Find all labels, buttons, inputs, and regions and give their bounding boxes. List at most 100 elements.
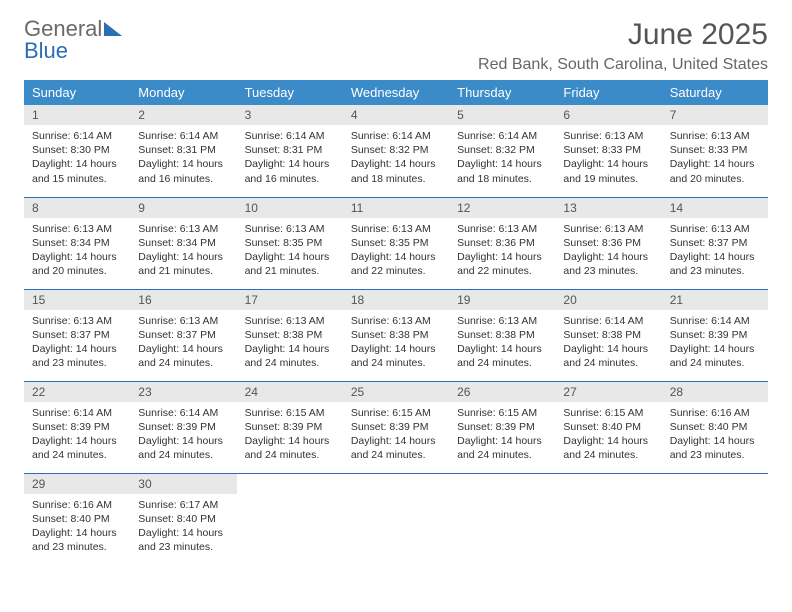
calendar-week-row: 1Sunrise: 6:14 AMSunset: 8:30 PMDaylight… — [24, 105, 768, 197]
day-body: Sunrise: 6:14 AMSunset: 8:32 PMDaylight:… — [343, 125, 449, 192]
sunrise-line: Sunrise: 6:15 AM — [457, 406, 547, 420]
sunset-line: Sunset: 8:39 PM — [670, 328, 760, 342]
sunset-line: Sunset: 8:35 PM — [245, 236, 335, 250]
day-body: Sunrise: 6:13 AMSunset: 8:37 PMDaylight:… — [24, 310, 130, 377]
calendar-day-cell — [449, 473, 555, 565]
sunset-line: Sunset: 8:38 PM — [563, 328, 653, 342]
sunrise-line: Sunrise: 6:14 AM — [138, 129, 228, 143]
sunrise-line: Sunrise: 6:16 AM — [670, 406, 760, 420]
calendar-day-cell — [662, 473, 768, 565]
day-body: Sunrise: 6:14 AMSunset: 8:31 PMDaylight:… — [237, 125, 343, 192]
day-number: 9 — [130, 198, 236, 218]
sunrise-line: Sunrise: 6:13 AM — [138, 314, 228, 328]
calendar-day-cell: 23Sunrise: 6:14 AMSunset: 8:39 PMDayligh… — [130, 381, 236, 473]
day-body: Sunrise: 6:15 AMSunset: 8:39 PMDaylight:… — [237, 402, 343, 469]
calendar-day-cell: 5Sunrise: 6:14 AMSunset: 8:32 PMDaylight… — [449, 105, 555, 197]
calendar-week-row: 15Sunrise: 6:13 AMSunset: 8:37 PMDayligh… — [24, 289, 768, 381]
calendar-day-cell: 19Sunrise: 6:13 AMSunset: 8:38 PMDayligh… — [449, 289, 555, 381]
day-number: 6 — [555, 105, 661, 125]
day-number: 20 — [555, 290, 661, 310]
title-block: June 2025 Red Bank, South Carolina, Unit… — [478, 18, 768, 74]
calendar-day-cell: 17Sunrise: 6:13 AMSunset: 8:38 PMDayligh… — [237, 289, 343, 381]
weekday-header: Sunday — [24, 80, 130, 105]
day-body: Sunrise: 6:14 AMSunset: 8:32 PMDaylight:… — [449, 125, 555, 192]
sunset-line: Sunset: 8:33 PM — [563, 143, 653, 157]
calendar-day-cell: 24Sunrise: 6:15 AMSunset: 8:39 PMDayligh… — [237, 381, 343, 473]
calendar-week-row: 29Sunrise: 6:16 AMSunset: 8:40 PMDayligh… — [24, 473, 768, 565]
sunrise-line: Sunrise: 6:13 AM — [670, 129, 760, 143]
daylight-line: Daylight: 14 hours and 23 minutes. — [32, 342, 122, 370]
day-body: Sunrise: 6:14 AMSunset: 8:31 PMDaylight:… — [130, 125, 236, 192]
brand-word-2: Blue — [24, 40, 122, 62]
daylight-line: Daylight: 14 hours and 23 minutes. — [32, 526, 122, 554]
sunset-line: Sunset: 8:35 PM — [351, 236, 441, 250]
sunset-line: Sunset: 8:34 PM — [138, 236, 228, 250]
day-body: Sunrise: 6:16 AMSunset: 8:40 PMDaylight:… — [662, 402, 768, 469]
daylight-line: Daylight: 14 hours and 20 minutes. — [32, 250, 122, 278]
sunrise-line: Sunrise: 6:13 AM — [351, 222, 441, 236]
day-number: 10 — [237, 198, 343, 218]
brand-word-1: General — [24, 18, 102, 40]
calendar-day-cell: 30Sunrise: 6:17 AMSunset: 8:40 PMDayligh… — [130, 473, 236, 565]
daylight-line: Daylight: 14 hours and 24 minutes. — [457, 434, 547, 462]
sunrise-line: Sunrise: 6:13 AM — [563, 129, 653, 143]
calendar-day-cell: 18Sunrise: 6:13 AMSunset: 8:38 PMDayligh… — [343, 289, 449, 381]
daylight-line: Daylight: 14 hours and 24 minutes. — [351, 342, 441, 370]
day-body: Sunrise: 6:13 AMSunset: 8:33 PMDaylight:… — [662, 125, 768, 192]
calendar-day-cell: 8Sunrise: 6:13 AMSunset: 8:34 PMDaylight… — [24, 197, 130, 289]
daylight-line: Daylight: 14 hours and 15 minutes. — [32, 157, 122, 185]
day-body: Sunrise: 6:13 AMSunset: 8:34 PMDaylight:… — [24, 218, 130, 285]
calendar-day-cell — [555, 473, 661, 565]
calendar-day-cell: 27Sunrise: 6:15 AMSunset: 8:40 PMDayligh… — [555, 381, 661, 473]
sunrise-line: Sunrise: 6:14 AM — [563, 314, 653, 328]
month-title: June 2025 — [478, 18, 768, 52]
day-body: Sunrise: 6:13 AMSunset: 8:34 PMDaylight:… — [130, 218, 236, 285]
day-body: Sunrise: 6:13 AMSunset: 8:38 PMDaylight:… — [343, 310, 449, 377]
calendar-day-cell: 22Sunrise: 6:14 AMSunset: 8:39 PMDayligh… — [24, 381, 130, 473]
sunset-line: Sunset: 8:40 PM — [670, 420, 760, 434]
sunrise-line: Sunrise: 6:15 AM — [245, 406, 335, 420]
daylight-line: Daylight: 14 hours and 24 minutes. — [138, 434, 228, 462]
day-body: Sunrise: 6:15 AMSunset: 8:39 PMDaylight:… — [343, 402, 449, 469]
sunset-line: Sunset: 8:37 PM — [138, 328, 228, 342]
sunset-line: Sunset: 8:38 PM — [245, 328, 335, 342]
sunset-line: Sunset: 8:40 PM — [32, 512, 122, 526]
sunrise-line: Sunrise: 6:13 AM — [138, 222, 228, 236]
day-number: 24 — [237, 382, 343, 402]
day-number: 17 — [237, 290, 343, 310]
sunrise-line: Sunrise: 6:13 AM — [351, 314, 441, 328]
daylight-line: Daylight: 14 hours and 21 minutes. — [138, 250, 228, 278]
calendar-day-cell: 20Sunrise: 6:14 AMSunset: 8:38 PMDayligh… — [555, 289, 661, 381]
sunrise-line: Sunrise: 6:13 AM — [457, 222, 547, 236]
location: Red Bank, South Carolina, United States — [478, 56, 768, 74]
day-number: 30 — [130, 474, 236, 494]
daylight-line: Daylight: 14 hours and 16 minutes. — [245, 157, 335, 185]
daylight-line: Daylight: 14 hours and 23 minutes. — [670, 434, 760, 462]
calendar-day-cell: 25Sunrise: 6:15 AMSunset: 8:39 PMDayligh… — [343, 381, 449, 473]
day-number: 2 — [130, 105, 236, 125]
day-body: Sunrise: 6:15 AMSunset: 8:40 PMDaylight:… — [555, 402, 661, 469]
calendar-day-cell — [237, 473, 343, 565]
sunset-line: Sunset: 8:39 PM — [32, 420, 122, 434]
day-number: 15 — [24, 290, 130, 310]
weekday-header: Tuesday — [237, 80, 343, 105]
day-body: Sunrise: 6:15 AMSunset: 8:39 PMDaylight:… — [449, 402, 555, 469]
weekday-header: Monday — [130, 80, 236, 105]
sunrise-line: Sunrise: 6:14 AM — [457, 129, 547, 143]
sunset-line: Sunset: 8:32 PM — [351, 143, 441, 157]
sunrise-line: Sunrise: 6:16 AM — [32, 498, 122, 512]
day-number: 18 — [343, 290, 449, 310]
daylight-line: Daylight: 14 hours and 24 minutes. — [670, 342, 760, 370]
day-body: Sunrise: 6:13 AMSunset: 8:36 PMDaylight:… — [449, 218, 555, 285]
day-body: Sunrise: 6:13 AMSunset: 8:38 PMDaylight:… — [237, 310, 343, 377]
sunset-line: Sunset: 8:31 PM — [245, 143, 335, 157]
sunrise-line: Sunrise: 6:14 AM — [245, 129, 335, 143]
daylight-line: Daylight: 14 hours and 24 minutes. — [138, 342, 228, 370]
day-body: Sunrise: 6:14 AMSunset: 8:38 PMDaylight:… — [555, 310, 661, 377]
sunset-line: Sunset: 8:39 PM — [138, 420, 228, 434]
day-number: 16 — [130, 290, 236, 310]
sunrise-line: Sunrise: 6:13 AM — [670, 222, 760, 236]
sunset-line: Sunset: 8:36 PM — [457, 236, 547, 250]
sunset-line: Sunset: 8:40 PM — [138, 512, 228, 526]
day-body: Sunrise: 6:13 AMSunset: 8:35 PMDaylight:… — [237, 218, 343, 285]
